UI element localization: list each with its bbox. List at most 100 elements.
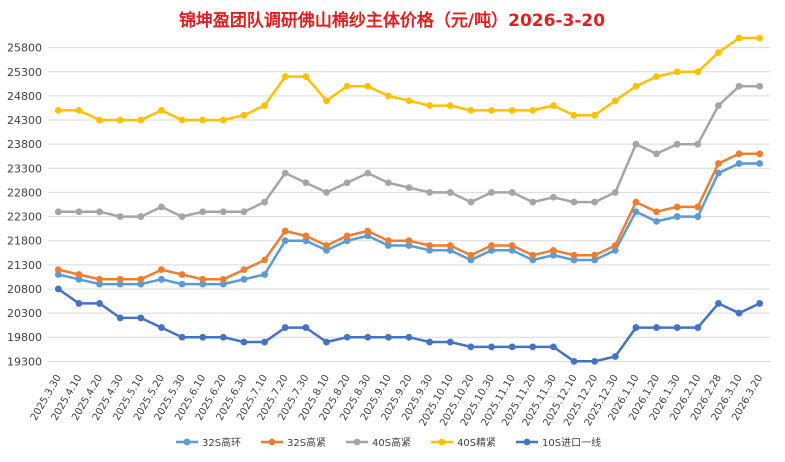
data-point <box>219 333 227 341</box>
y-tick-label: 19800 <box>7 331 42 344</box>
data-point <box>116 116 124 124</box>
data-point <box>632 82 640 90</box>
data-point <box>137 213 145 220</box>
data-point <box>96 280 103 288</box>
data-point <box>219 116 227 124</box>
data-point <box>199 333 207 341</box>
data-point <box>240 275 248 283</box>
y-tick-label: 23300 <box>7 162 42 175</box>
data-point <box>715 102 722 109</box>
data-point <box>735 82 743 90</box>
data-point <box>240 266 248 274</box>
data-point <box>364 227 372 235</box>
data-point <box>281 227 289 235</box>
data-point <box>137 280 145 288</box>
data-point <box>550 251 557 259</box>
data-point <box>384 237 392 245</box>
data-point <box>715 160 722 167</box>
data-point <box>384 333 392 341</box>
data-point <box>756 160 764 167</box>
series-3 <box>54 34 764 124</box>
data-point <box>405 184 413 192</box>
y-tick-label: 24800 <box>7 90 42 103</box>
data-point <box>653 73 660 81</box>
data-point <box>302 232 310 240</box>
data-point <box>529 106 537 114</box>
data-point <box>694 324 702 331</box>
y-tick-label: 19300 <box>7 355 42 368</box>
data-point <box>261 271 268 278</box>
data-point <box>673 68 681 76</box>
data-point <box>611 189 619 196</box>
y-axis-ticks: 19300 19800 20300 20800 21300 21800 22300 22800… <box>7 42 42 369</box>
data-point <box>694 68 702 76</box>
data-point <box>735 160 743 167</box>
data-point <box>158 106 165 114</box>
data-point <box>467 106 475 114</box>
data-point <box>75 271 83 278</box>
legend: 32S高环 32S高紧 40S高紧 40S精紧 10S进口一线 <box>176 436 601 449</box>
data-point <box>446 246 454 254</box>
data-point <box>508 106 516 114</box>
data-point <box>384 179 392 187</box>
data-point <box>653 208 660 216</box>
data-point <box>611 353 619 360</box>
data-point <box>715 169 722 177</box>
data-point <box>570 111 578 119</box>
data-point <box>673 324 681 331</box>
y-tick-label: 25800 <box>7 42 42 55</box>
data-point <box>261 198 268 206</box>
data-point <box>446 242 454 249</box>
series-4 <box>54 285 764 365</box>
data-point <box>137 314 145 322</box>
data-point <box>302 324 310 331</box>
data-point <box>508 246 516 254</box>
data-point <box>364 169 372 177</box>
data-point <box>550 193 557 201</box>
data-point <box>591 111 599 119</box>
legend-label: 40S精紧 <box>457 436 496 449</box>
data-point <box>323 338 330 346</box>
data-point <box>323 97 330 105</box>
data-point <box>364 82 372 90</box>
data-point <box>116 314 124 322</box>
data-point <box>178 271 186 278</box>
data-point <box>281 73 289 81</box>
data-point <box>343 333 351 341</box>
data-point <box>219 280 227 288</box>
data-point <box>467 251 475 259</box>
data-point <box>653 150 660 158</box>
gridlines <box>48 47 770 362</box>
data-point <box>756 300 764 307</box>
data-point <box>158 266 165 274</box>
data-point <box>446 102 454 109</box>
data-point <box>591 251 599 259</box>
data-point <box>343 179 351 187</box>
data-point <box>364 232 372 240</box>
chart-title: 锦坤盈团队调研佛山棉纱主体价格（元/吨）2026-3-20 <box>179 10 605 31</box>
data-point <box>384 242 392 249</box>
data-point <box>323 189 330 196</box>
data-point <box>54 208 62 216</box>
data-point <box>281 237 289 245</box>
data-point <box>426 242 434 249</box>
data-point <box>632 140 640 148</box>
y-tick-label: 22800 <box>7 186 42 199</box>
data-point <box>550 102 557 109</box>
data-point <box>467 256 475 264</box>
data-point <box>323 246 330 254</box>
data-point <box>158 203 165 211</box>
data-point <box>178 213 186 220</box>
data-point <box>591 198 599 206</box>
y-tick-label: 25300 <box>7 66 42 79</box>
data-point <box>488 242 495 249</box>
legend-label: 32S高环 <box>202 436 241 449</box>
data-point <box>632 324 640 331</box>
legend-item: 40S高紧 <box>346 436 411 449</box>
legend-marker <box>183 438 191 446</box>
data-point <box>281 169 289 177</box>
data-point <box>426 189 434 196</box>
data-point <box>199 208 207 216</box>
data-point <box>302 237 310 245</box>
